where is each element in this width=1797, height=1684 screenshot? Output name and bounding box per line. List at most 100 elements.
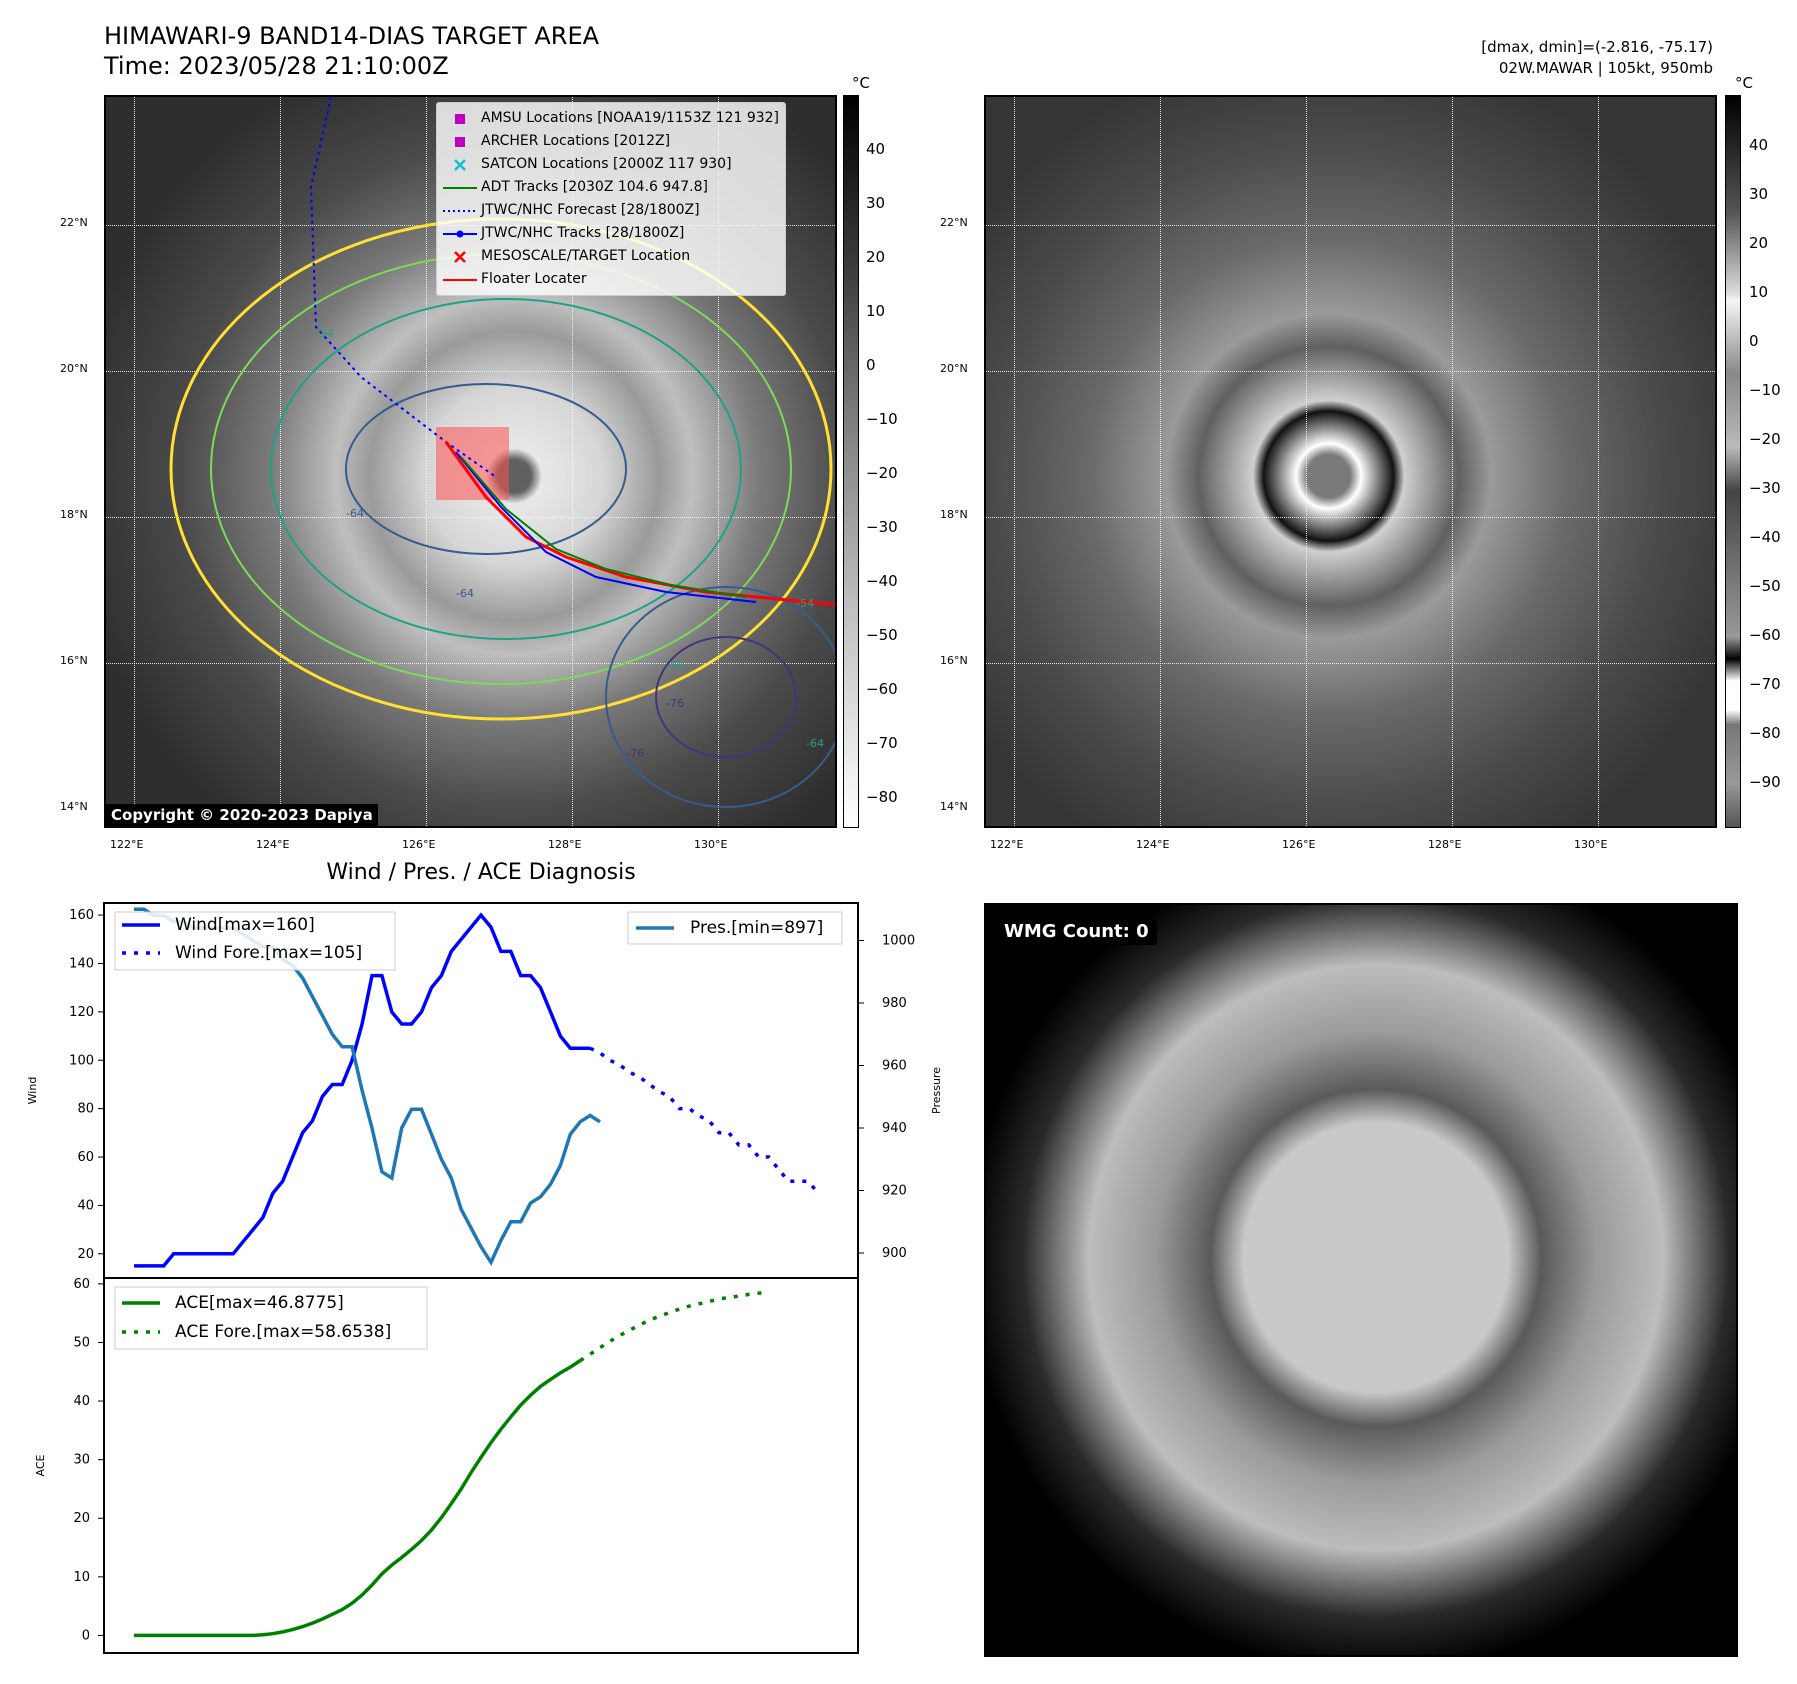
legend-label: AMSU Locations [NOAA19/1153Z 121 932] <box>481 110 780 126</box>
colorbar-tick: −10 <box>1749 381 1781 399</box>
colorbar-tick: 40 <box>1749 136 1769 154</box>
y-tick-label: 40 <box>73 1394 90 1409</box>
contour-label: -64 <box>456 587 474 600</box>
y-tick-label: 160 <box>69 908 94 923</box>
colorbar-tick: 10 <box>866 302 886 320</box>
colorbar-tick: 0 <box>1749 332 1759 350</box>
legend-label: Wind[max=160] <box>175 915 315 935</box>
colorbar-unit: °C <box>1735 74 1753 92</box>
colorbar-tick: 30 <box>866 194 886 212</box>
y2-tick-label: 920 <box>882 1184 907 1199</box>
contour-label: -54 <box>796 597 814 610</box>
y-axis-label: Wind <box>26 1077 39 1105</box>
contour-label: -76 <box>666 697 684 710</box>
legend-label: ADT Tracks [2030Z 104.6 947.8] <box>481 179 708 195</box>
colorbar-tick: −70 <box>1749 675 1781 693</box>
legend-label: JTWC/NHC Forecast [28/1800Z] <box>481 202 700 218</box>
y-tick-label: 80 <box>77 1102 94 1117</box>
lat-label: 16°N <box>60 654 88 667</box>
legend-label: Wind Fore.[max=105] <box>175 943 362 963</box>
colorbar-tick: −10 <box>866 410 898 428</box>
contour-label: -64 <box>346 507 364 520</box>
y2-axis-label: Pressure <box>930 1067 943 1114</box>
colorbar-unit: °C <box>852 74 870 92</box>
contour-label: -76 <box>626 747 644 760</box>
lat-label: 22°N <box>940 216 968 229</box>
diagnosis-chart: 204060801001201401609009209409609801000W… <box>26 902 943 1654</box>
legend-entry: JTWC/NHC Forecast [28/1800Z] <box>443 199 779 222</box>
legend-label: Pres.[min=897] <box>690 918 823 938</box>
line-marker-icon <box>443 277 477 283</box>
colorbar-tick: −80 <box>866 788 898 806</box>
title-line1: HIMAWARI-9 BAND14-DIAS TARGET AREA <box>104 22 600 50</box>
lon-label: 122°E <box>110 838 144 851</box>
y2-tick-label: 960 <box>882 1059 907 1074</box>
x-marker-icon <box>443 158 477 171</box>
y-tick-label: 20 <box>73 1511 90 1526</box>
series-line <box>579 1290 769 1363</box>
series-line <box>589 1046 820 1195</box>
right-title-line2: 02W.MAWAR | 105kt, 950mb <box>1498 59 1713 77</box>
wmg-count-label: WMG Count: 0 <box>996 918 1157 945</box>
dotted-line-marker-icon <box>443 208 477 214</box>
lon-label: 130°E <box>1574 838 1608 851</box>
legend-label: JTWC/NHC Tracks [28/1800Z] <box>481 225 685 241</box>
colorbar-tick: −50 <box>866 626 898 644</box>
map-legend: AMSU Locations [NOAA19/1153Z 121 932] AR… <box>436 102 787 296</box>
y-tick-label: 20 <box>77 1247 94 1262</box>
legend-label: SATCON Locations [2000Z 117 930] <box>481 156 732 172</box>
colorbar-tick: −30 <box>1749 479 1781 497</box>
lat-label: 14°N <box>60 800 88 813</box>
legend-box <box>114 1286 428 1350</box>
lat-label: 18°N <box>940 508 968 521</box>
series-line <box>134 1359 582 1638</box>
legend-label: ACE Fore.[max=58.6538] <box>175 1322 391 1342</box>
enhanced-ir-map-panel <box>984 95 1717 828</box>
colorbar-tick: −20 <box>1749 430 1781 448</box>
colorbar-tick: 20 <box>866 248 886 266</box>
lon-label: 130°E <box>694 838 728 851</box>
colorbar-tick: 20 <box>1749 234 1769 252</box>
ace-axes <box>103 1277 859 1654</box>
colorbar-tick: −90 <box>1749 773 1781 791</box>
right-title-line1: [dmax, dmin]=(-2.816, -75.17) <box>1481 38 1713 56</box>
lon-label: 124°E <box>256 838 290 851</box>
lon-label: 128°E <box>1428 838 1462 851</box>
lon-label: 122°E <box>990 838 1024 851</box>
lat-label: 22°N <box>60 216 88 229</box>
y-tick-label: 0 <box>82 1628 90 1643</box>
y-tick-label: 50 <box>73 1335 90 1350</box>
series-line <box>134 912 591 1268</box>
legend-entry: JTWC/NHC Tracks [28/1800Z] <box>443 222 779 245</box>
dot-line-marker-icon <box>443 229 477 239</box>
legend-label: MESOSCALE/TARGET Location <box>481 248 691 264</box>
y-tick-label: 30 <box>73 1453 90 1468</box>
y-tick-label: 40 <box>77 1198 94 1213</box>
colorbar-tick: −40 <box>1749 528 1781 546</box>
x-marker-icon <box>443 250 477 263</box>
colorbar-tick: 0 <box>866 356 876 374</box>
square-marker-icon <box>443 136 477 147</box>
line-marker-icon <box>443 185 477 191</box>
left-colorbar <box>843 95 859 828</box>
legend-entry: AMSU Locations [NOAA19/1153Z 121 932] <box>443 107 779 130</box>
legend-entry: Floater Locater <box>443 268 779 291</box>
legend-entry: MESOSCALE/TARGET Location <box>443 245 779 268</box>
legend-entry: ADT Tracks [2030Z 104.6 947.8] <box>443 176 779 199</box>
lon-label: 128°E <box>548 838 582 851</box>
lat-label: 14°N <box>940 800 968 813</box>
y2-tick-label: 900 <box>882 1246 907 1261</box>
y2-tick-label: 940 <box>882 1121 907 1136</box>
colorbar-tick: −70 <box>866 734 898 752</box>
contour-label: -54 <box>316 327 334 340</box>
colorbar-tick: −50 <box>1749 577 1781 595</box>
colorbar-tick: −20 <box>866 464 898 482</box>
contour-overlay <box>169 97 835 808</box>
legend-label: Floater Locater <box>481 271 587 287</box>
title-line2: Time: 2023/05/28 21:10:00Z <box>104 52 449 80</box>
lat-label: 18°N <box>60 508 88 521</box>
right-colorbar <box>1725 95 1741 828</box>
colorbar-tick: 30 <box>1749 185 1769 203</box>
lon-label: 126°E <box>402 838 436 851</box>
colorbar-tick: 10 <box>1749 283 1769 301</box>
